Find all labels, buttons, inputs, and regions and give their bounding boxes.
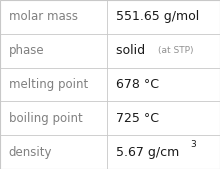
Text: 551.65 g/mol: 551.65 g/mol xyxy=(116,10,199,23)
Text: solid: solid xyxy=(116,44,153,57)
Text: 725 °C: 725 °C xyxy=(116,112,158,125)
Text: boiling point: boiling point xyxy=(9,112,82,125)
Text: density: density xyxy=(9,146,52,159)
Text: 5.67 g/cm: 5.67 g/cm xyxy=(116,146,179,159)
Text: molar mass: molar mass xyxy=(9,10,78,23)
Text: (at STP): (at STP) xyxy=(158,46,194,55)
Text: melting point: melting point xyxy=(9,78,88,91)
Text: phase: phase xyxy=(9,44,44,57)
Text: 678 °C: 678 °C xyxy=(116,78,158,91)
Text: 3: 3 xyxy=(190,140,196,149)
